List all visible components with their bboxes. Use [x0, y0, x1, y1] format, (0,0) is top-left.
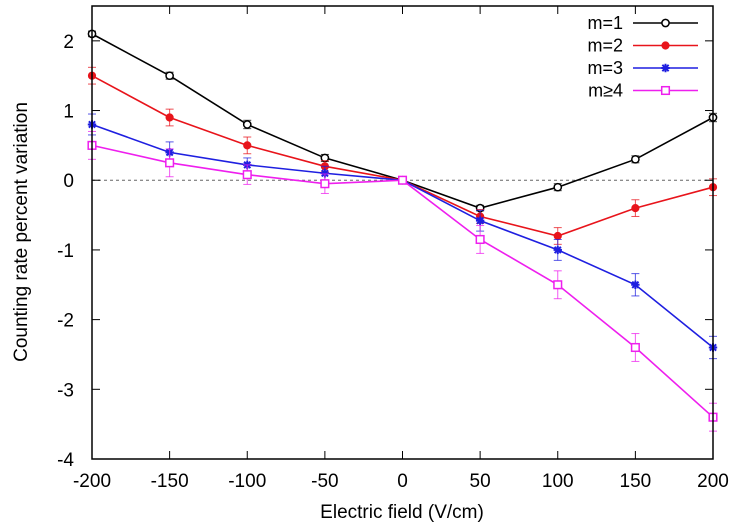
legend: m=1 m=2m=3 m≥4: [587, 13, 698, 101]
legend-marker: [660, 85, 671, 96]
x-tick-label: 200: [697, 471, 729, 492]
data-point: [243, 141, 252, 150]
series-line: [91, 123, 714, 349]
series-line: [91, 144, 714, 418]
data-point: [320, 169, 330, 178]
y-tick-label: -1: [57, 241, 74, 262]
data-point: [320, 179, 330, 189]
data-point: [242, 170, 252, 180]
legend-label: m=2: [587, 36, 623, 56]
ticks-layer: -200 -150 -100 -50 0 50 100 150 200 -4 -3 -2 -1 0 1 2: [57, 6, 729, 492]
series-4: [87, 130, 718, 432]
data-point: [553, 231, 562, 241]
data-point: [475, 234, 485, 245]
x-tick-label: -100: [228, 471, 266, 492]
data-point: [553, 182, 563, 192]
y-tick-label: -3: [57, 380, 74, 401]
y-tick-label: -4: [57, 450, 74, 471]
x-tick-label: -200: [73, 471, 111, 492]
series-layer: [87, 29, 718, 432]
data-point: [631, 154, 640, 164]
series-3: [87, 113, 718, 360]
x-tick-label: 0: [397, 471, 408, 492]
x-tick-label: -150: [151, 471, 189, 492]
x-tick-label: -50: [311, 471, 338, 492]
data-point: [631, 280, 640, 289]
x-tick-label: 50: [470, 471, 491, 492]
data-point: [242, 120, 252, 129]
data-point: [630, 342, 640, 353]
legend-label: m=3: [587, 58, 623, 78]
x-tick-label: 150: [620, 471, 652, 492]
x-tick-label: 100: [542, 471, 574, 492]
data-point: [553, 245, 562, 255]
data-point: [397, 175, 408, 185]
legend-label: m=1: [587, 13, 623, 33]
legend-label: m≥4: [588, 81, 623, 101]
data-point: [165, 113, 174, 122]
data-point: [631, 204, 640, 213]
y-tick-label: 2: [63, 32, 74, 53]
legend-marker: [661, 63, 670, 73]
data-point: [165, 71, 174, 81]
x-axis-label: Electric field (V/cm): [320, 502, 484, 523]
legend-marker: [661, 41, 670, 50]
data-point: [553, 280, 563, 290]
y-axis-label: Counting rate percent variation: [11, 102, 32, 362]
data-point: [165, 158, 175, 168]
plot-frame: [91, 5, 714, 460]
data-point: [475, 216, 485, 225]
y-tick-label: 0: [63, 171, 74, 192]
legend-marker: [661, 18, 670, 28]
y-tick-label: -2: [57, 311, 74, 332]
y-tick-label: 1: [63, 102, 74, 123]
